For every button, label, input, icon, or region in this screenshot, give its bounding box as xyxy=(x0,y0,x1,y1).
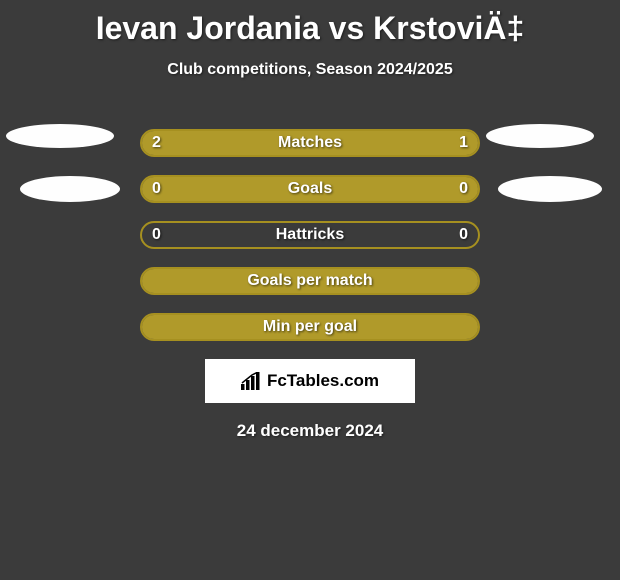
stat-value-right: 0 xyxy=(459,180,468,198)
side-ellipse xyxy=(6,124,114,148)
chart-icon xyxy=(241,372,261,390)
stat-row: 2 1Matches xyxy=(140,129,480,157)
stat-label: Hattricks xyxy=(142,226,478,244)
stat-value-right: 0 xyxy=(459,226,468,244)
page-title: Ievan Jordania vs KrstoviÄ‡ xyxy=(0,0,620,47)
page-subtitle: Club competitions, Season 2024/2025 xyxy=(0,61,620,79)
stat-value-left: 2 xyxy=(152,134,161,152)
side-ellipse xyxy=(498,176,602,202)
stat-row: 0 0Goals xyxy=(140,175,480,203)
stat-value-left: 0 xyxy=(152,180,161,198)
stat-value-left: 0 xyxy=(152,226,161,244)
side-ellipse xyxy=(20,176,120,202)
stats-container: 21Matches00Goals00HattricksGoals per mat… xyxy=(0,129,620,341)
side-ellipse xyxy=(486,124,594,148)
fctables-label: FcTables.com xyxy=(267,371,379,391)
fctables-link[interactable]: FcTables.com xyxy=(205,359,415,403)
stat-row: Min per goal xyxy=(140,313,480,341)
stat-value-right: 1 xyxy=(459,134,468,152)
stat-label: Goals per match xyxy=(142,272,478,290)
stat-row: 0 0Hattricks xyxy=(140,221,480,249)
stat-label: Min per goal xyxy=(142,318,478,336)
stat-label: Goals xyxy=(142,180,478,198)
date: 24 december 2024 xyxy=(0,421,620,441)
stat-label: Matches xyxy=(142,134,478,152)
stat-row: Goals per match xyxy=(140,267,480,295)
